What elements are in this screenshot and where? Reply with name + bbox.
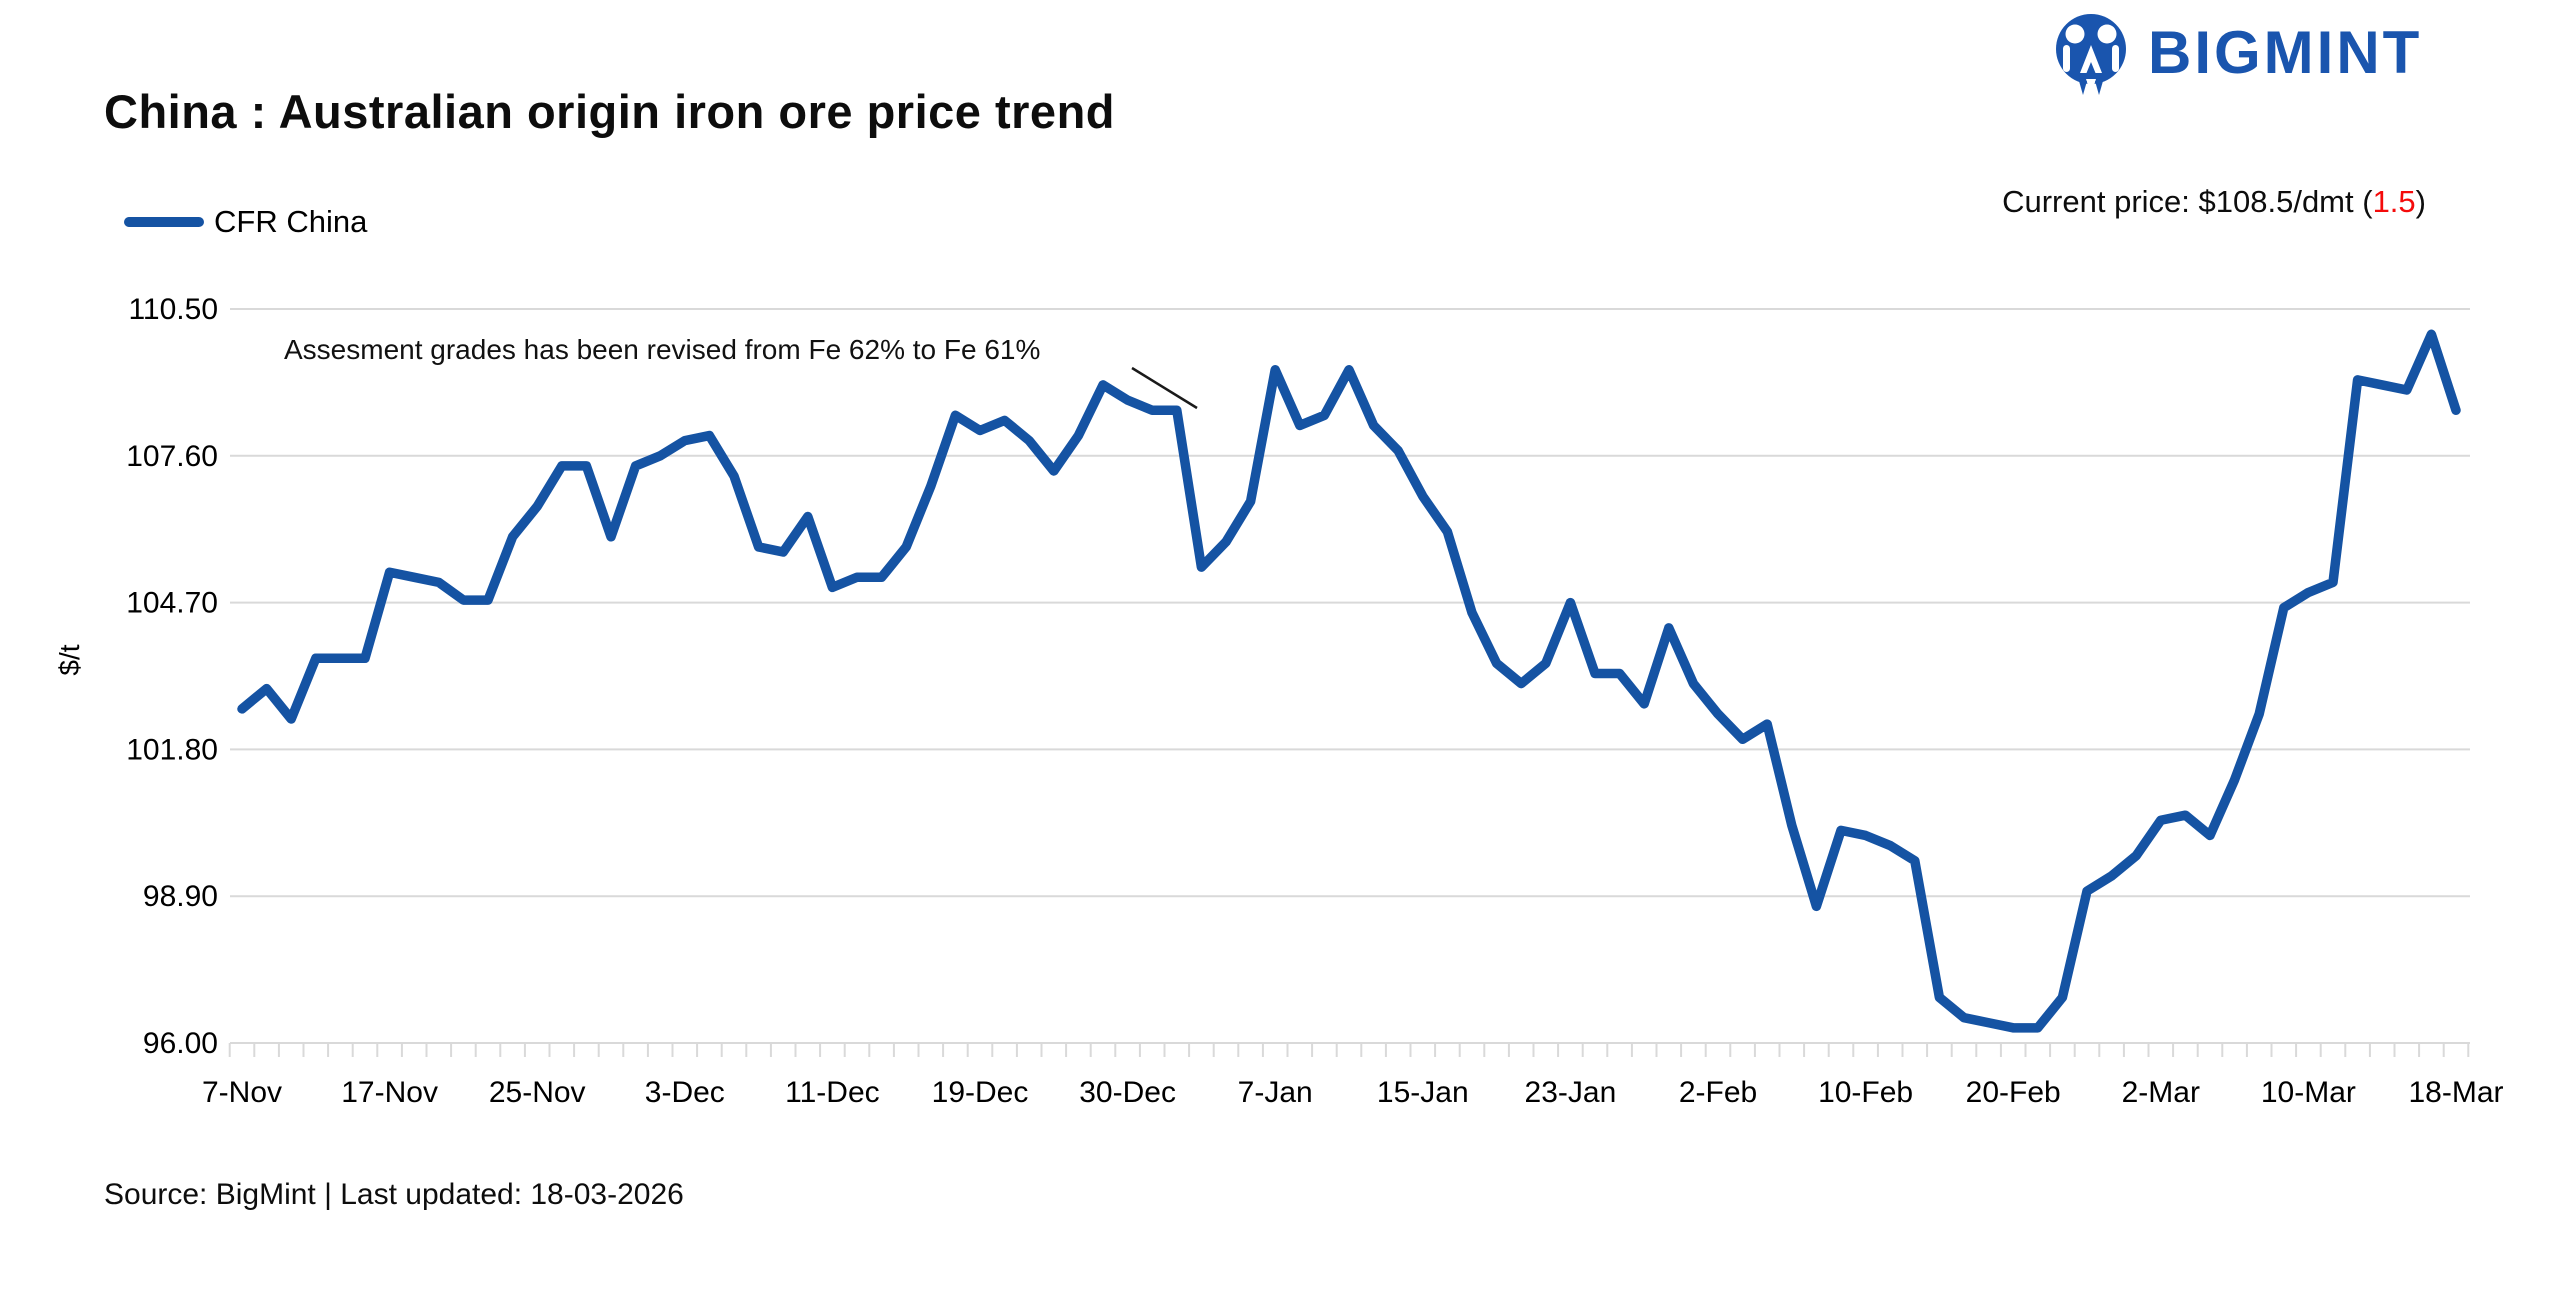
annotation-text: Assesment grades has been revised from F… [284,334,1041,365]
x-tick-label: 7-Nov [202,1076,282,1109]
bigmint-logo-text: BIGMINT [2148,19,2423,86]
annotation-leader-line [1131,366,1198,410]
source-note: Source: BigMint | Last updated: 18-03-20… [104,1178,684,1211]
y-tick-label: 98.90 [143,880,218,913]
x-tick-label: 15-Jan [1377,1076,1469,1109]
x-tick-label: 3-Dec [645,1076,725,1109]
x-tick-label: 19-Dec [932,1076,1029,1109]
x-tick-label: 10-Feb [1818,1076,1913,1109]
legend-line-swatch [124,217,204,227]
x-tick-label: 20-Feb [1966,1076,2061,1109]
x-tick-label: 2-Mar [2122,1076,2200,1109]
bigmint-logo: BIGMINT [2050,12,2422,100]
x-tick-label: 17-Nov [341,1076,438,1109]
current-price-text: Current price: $108.5/dmt ( [2002,184,2373,219]
x-tick-label: 2-Feb [1679,1076,1757,1109]
y-tick-label: 96.00 [143,1027,218,1060]
page-title: China : Australian origin iron ore price… [104,85,1115,138]
legend: CFR China [124,202,367,242]
legend-label: CFR China [214,204,368,239]
x-tick-label: 18-Mar [2408,1076,2503,1109]
x-tick-label: 23-Jan [1525,1076,1617,1109]
x-tick-label: 30-Dec [1079,1076,1176,1109]
x-tick-label: 25-Nov [489,1076,586,1109]
x-tick-label: 7-Jan [1238,1076,1313,1109]
y-axis-unit-label: $/t [54,644,85,676]
current-price-delta: 1.5 [2372,184,2416,219]
y-tick-label: 110.50 [128,293,218,326]
cfr-china-price-line [237,329,2461,1033]
bigmint-logo-icon [2056,14,2126,95]
x-tick-label: 11-Dec [785,1076,879,1109]
current-price: Current price: $108.5/dmt (1.5) [2002,184,2426,220]
x-tick-label: 10-Mar [2261,1076,2356,1109]
y-tick-label: 107.60 [126,440,218,473]
y-tick-label: 104.70 [126,587,218,620]
y-tick-label: 101.80 [126,733,218,766]
current-price-paren: ) [2415,184,2426,219]
